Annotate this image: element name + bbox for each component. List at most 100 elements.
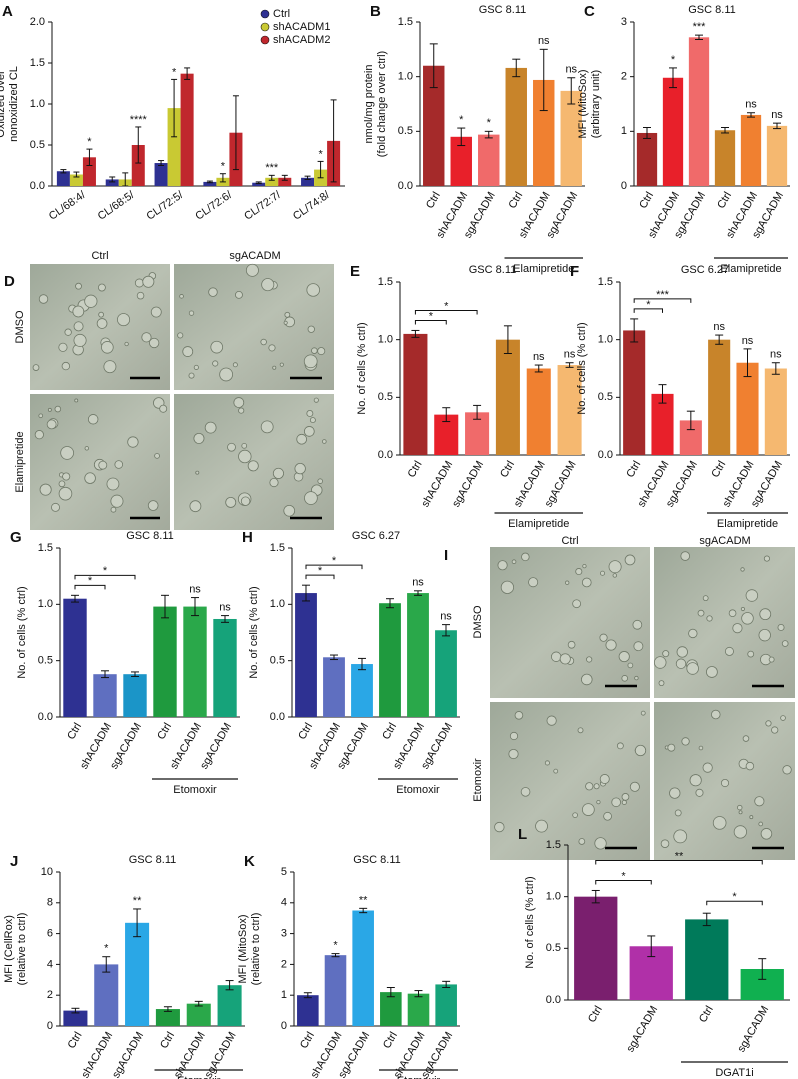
significance-label: * xyxy=(459,114,464,126)
x-tick-label: Ctrl xyxy=(506,190,525,211)
bar xyxy=(94,964,119,1026)
cell xyxy=(689,774,702,787)
y-tick-label: 2 xyxy=(621,71,627,83)
y-tick-label: 1.0 xyxy=(30,98,45,110)
cell xyxy=(272,365,277,370)
y-tick-label: 8 xyxy=(47,897,53,909)
cell xyxy=(702,762,713,773)
y-axis-label: No. of cells (% ctrl) xyxy=(356,322,368,414)
y-tick-label: 2 xyxy=(281,958,287,970)
column-label: Ctrl xyxy=(561,535,578,547)
significance-bracket xyxy=(414,309,478,315)
cell xyxy=(219,367,234,382)
cell xyxy=(317,478,323,484)
cell xyxy=(593,783,600,790)
cell xyxy=(60,446,75,460)
legend-marker xyxy=(260,9,270,19)
significance-label: ns xyxy=(742,335,754,347)
significance-label: ns xyxy=(412,577,424,589)
cell xyxy=(575,568,583,576)
chart-title: GSC 8.11 xyxy=(469,264,517,276)
y-tick-label: 10 xyxy=(41,866,53,878)
cell xyxy=(781,640,789,647)
bar xyxy=(450,136,472,186)
chart-title: GSC 8.11 xyxy=(479,4,527,16)
x-tick-label: sgACADM xyxy=(624,1004,660,1054)
cell xyxy=(188,310,195,316)
cell xyxy=(306,410,314,417)
bar xyxy=(63,1010,88,1026)
cell xyxy=(577,727,584,734)
cell xyxy=(303,354,318,369)
cell xyxy=(599,633,608,642)
legend-label: shACADM2 xyxy=(273,34,330,46)
cell xyxy=(97,283,106,292)
cell xyxy=(32,364,40,371)
cell xyxy=(61,361,71,371)
chart-title: GSC 8.11 xyxy=(129,854,177,866)
y-axis-label: (relative to ctrl) xyxy=(250,913,262,986)
cell xyxy=(247,460,259,472)
y-axis-label: No. of cells (% ctrl) xyxy=(16,586,28,678)
cell xyxy=(740,567,745,572)
significance-label: * xyxy=(221,161,226,173)
y-axis-label: nonoxidized CL xyxy=(8,66,20,142)
cell xyxy=(608,560,622,574)
bar xyxy=(766,125,788,186)
panel-letter: F xyxy=(570,263,579,280)
cell xyxy=(142,275,155,288)
x-tick-label: CL/72:5/ xyxy=(145,188,187,222)
cell xyxy=(627,662,634,669)
significance-label: ns xyxy=(533,351,545,363)
chart-title: GSC 8.11 xyxy=(353,854,401,866)
cell xyxy=(127,436,139,448)
cell xyxy=(758,628,771,642)
significance-bracket xyxy=(305,574,335,580)
bar xyxy=(740,114,762,186)
group-label: Etomoxir xyxy=(177,1075,221,1079)
cell xyxy=(662,650,670,658)
cell xyxy=(712,816,727,830)
cell xyxy=(553,768,559,774)
y-tick-label: 0 xyxy=(281,1020,287,1032)
cell xyxy=(96,318,108,329)
cell xyxy=(634,675,639,681)
cell xyxy=(193,432,205,444)
cell xyxy=(698,745,704,751)
x-tick-label: Ctrl xyxy=(296,721,315,742)
bar xyxy=(295,593,317,717)
bar xyxy=(688,37,710,186)
cell xyxy=(39,483,52,496)
cell xyxy=(667,743,676,752)
column-label: Ctrl xyxy=(91,250,108,262)
cell xyxy=(269,477,279,488)
significance-label: ns xyxy=(219,602,231,614)
y-tick-label: 1.0 xyxy=(546,891,561,903)
cell xyxy=(238,407,245,414)
bar xyxy=(93,674,117,717)
cell xyxy=(34,430,44,440)
cell xyxy=(621,675,629,682)
x-tick-label: CL/72:6/ xyxy=(193,188,235,222)
x-tick-label: Ctrl xyxy=(624,459,643,480)
bar xyxy=(352,910,374,1026)
significance-bracket xyxy=(414,319,447,325)
cell xyxy=(733,825,747,839)
significance-label: * xyxy=(103,565,108,577)
bar xyxy=(301,177,315,186)
y-tick-label: 1.5 xyxy=(38,542,53,554)
cell xyxy=(737,804,743,811)
cell xyxy=(640,710,646,716)
bar xyxy=(167,108,181,186)
bar xyxy=(708,339,731,455)
cell xyxy=(528,577,539,588)
micrographs xyxy=(30,264,334,530)
cell xyxy=(101,341,114,354)
bar xyxy=(407,593,429,717)
panel-letter: B xyxy=(370,3,381,20)
bar xyxy=(323,657,345,717)
y-tick-label: 6 xyxy=(47,928,53,940)
cell xyxy=(740,606,745,612)
group-label: DGAT1i xyxy=(715,1067,753,1079)
cell xyxy=(62,472,71,481)
